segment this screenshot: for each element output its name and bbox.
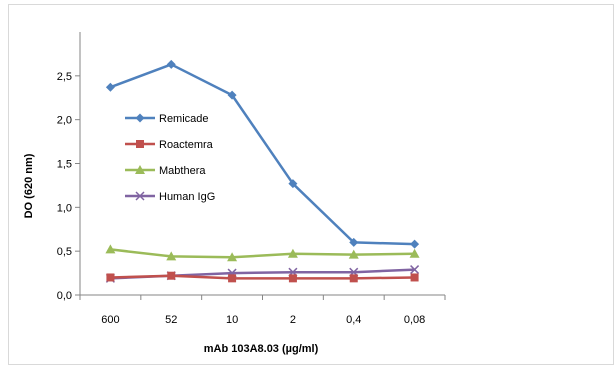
point-human-igg [410, 265, 420, 275]
point-roactemra [228, 274, 237, 283]
point-mabthera [105, 244, 116, 254]
y-tick-label: 2,0 [57, 115, 72, 127]
y-tick-label: 2,5 [57, 71, 72, 83]
point-roactemra [410, 273, 419, 282]
series-line-mabthera [110, 248, 415, 259]
point-mabthera [166, 251, 177, 261]
point-mabthera [348, 249, 359, 259]
x-tick-label: 600 [101, 314, 119, 326]
legend-label: Roactemra [159, 139, 214, 151]
point-mabthera [287, 248, 298, 258]
series-lines [109, 63, 415, 280]
x-tick-label: 0,08 [404, 314, 425, 326]
point-remicade [288, 179, 298, 189]
point-remicade [227, 90, 237, 100]
x-tick-label: 52 [165, 314, 177, 326]
legend: Remicade Roactemra Mabthera Human IgG [125, 113, 215, 203]
axes [75, 32, 446, 300]
y-tick-label: 0,5 [57, 246, 72, 258]
legend-swatch-marker [135, 113, 145, 123]
x-tick-label: 10 [226, 314, 238, 326]
series-line-roactemra [110, 274, 415, 280]
point-roactemra [288, 274, 297, 283]
x-tick-label: 0,4 [346, 314, 361, 326]
legend-label: Remicade [159, 113, 209, 125]
y-tick-labels: 0,0 0,5 1,0 1,5 2,0 2,5 [57, 71, 72, 302]
legend-label: Mabthera [159, 165, 206, 177]
point-mabthera [227, 252, 238, 262]
y-tick-label: 0,0 [57, 290, 72, 302]
legend-swatch-marker [135, 191, 145, 201]
y-tick-label: 1,5 [57, 159, 72, 171]
legend-item-mabthera: Mabthera [125, 165, 206, 177]
x-tick-labels: 600 52 10 2 0,4 0,08 [101, 314, 425, 326]
chart-frame [8, 4, 614, 365]
legend-item-remicade: Remicade [125, 113, 209, 125]
point-mabthera [409, 248, 420, 258]
series-markers [105, 59, 420, 283]
x-tick-label: 2 [290, 314, 296, 326]
legend-swatch-marker [136, 140, 144, 148]
point-remicade [349, 237, 359, 247]
y-tick-label: 1,0 [57, 202, 72, 214]
point-roactemra [106, 273, 115, 282]
point-roactemra [349, 274, 358, 283]
y-axis-label: DO (620 nm) [23, 153, 35, 218]
point-remicade [105, 82, 115, 92]
legend-item-roactemra: Roactemra [125, 139, 214, 151]
legend-label: Human IgG [159, 191, 215, 203]
legend-item-human-igg: Human IgG [125, 191, 215, 203]
legend-swatch-marker [135, 165, 145, 174]
point-remicade [410, 239, 420, 249]
x-axis-label: mAb 103A8.03 (µg/ml) [204, 343, 319, 355]
point-roactemra [167, 271, 176, 280]
series-line-remicade [109, 63, 415, 246]
point-remicade [166, 59, 176, 69]
